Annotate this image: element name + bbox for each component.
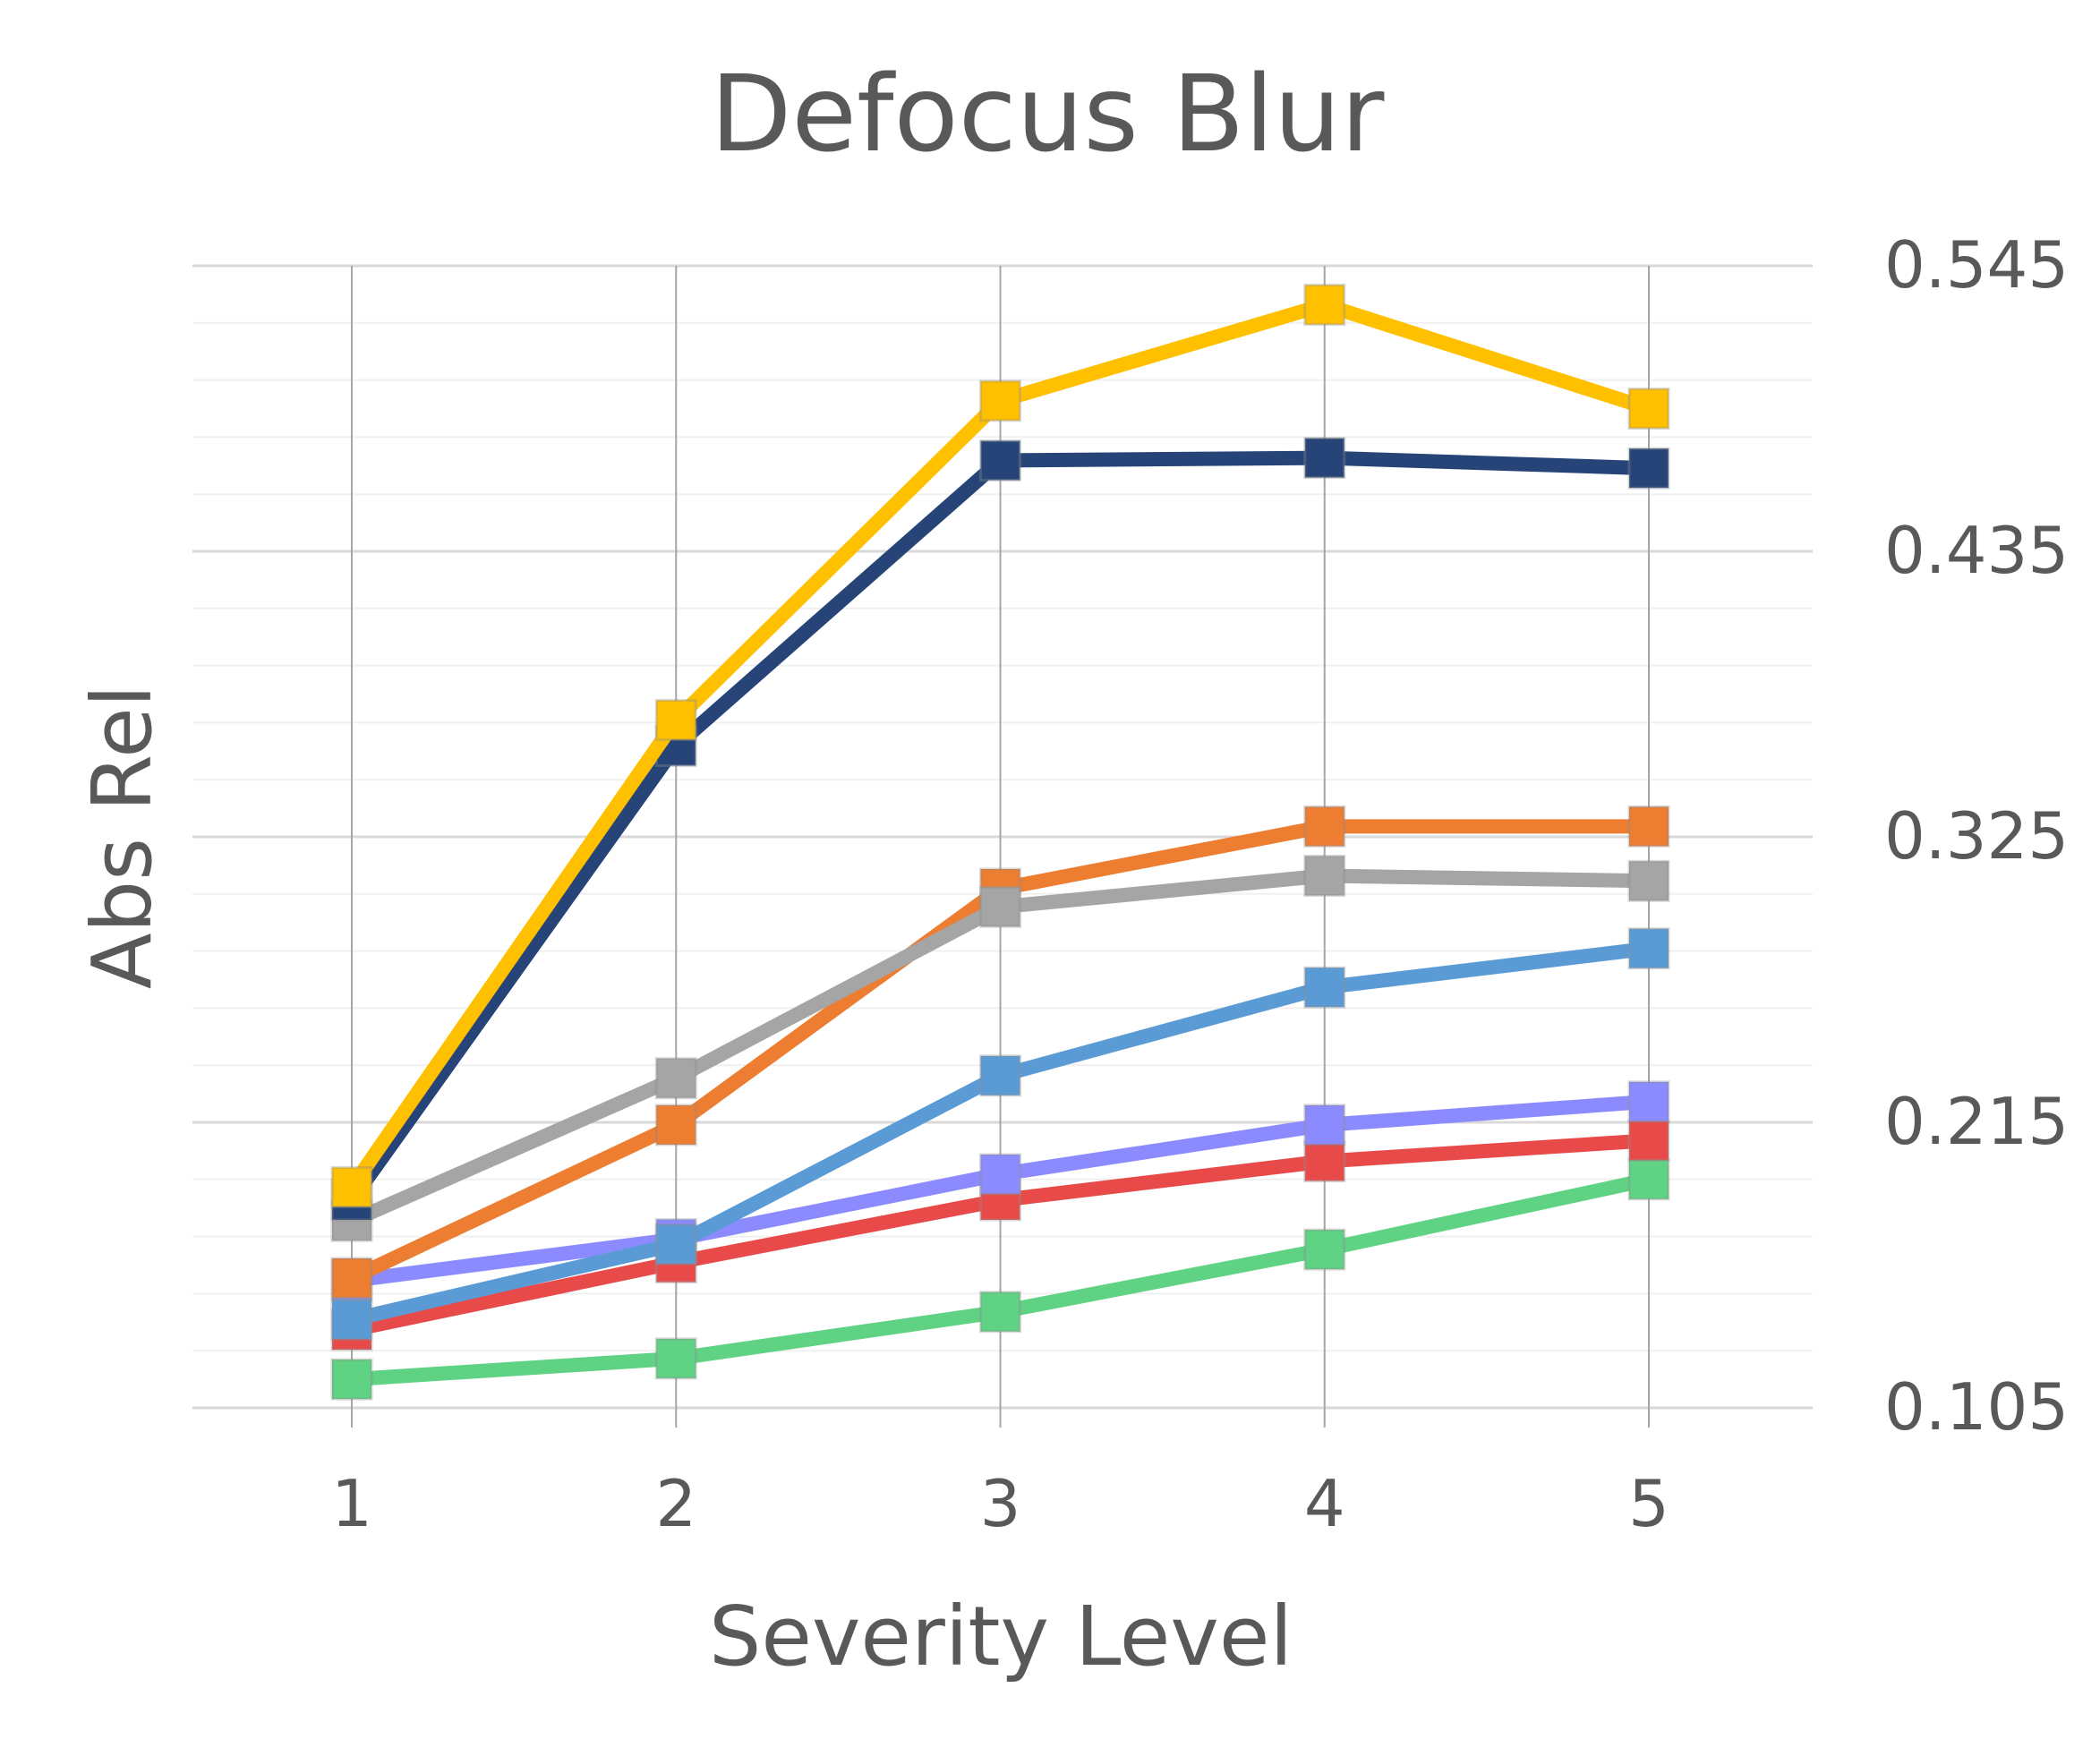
chart-title: Defocus Blur — [711, 52, 1385, 175]
x-tick-label: 4 — [1304, 1466, 1345, 1541]
data-point-marker — [979, 1054, 1021, 1097]
data-point-marker — [1303, 966, 1346, 1009]
y-tick-label: 0.325 — [1884, 798, 2069, 874]
data-point-marker — [654, 1104, 697, 1147]
data-point-marker — [1627, 388, 1670, 430]
data-point-marker — [330, 1257, 373, 1300]
x-tick-label: 2 — [655, 1466, 696, 1541]
data-point-marker — [1303, 1228, 1346, 1271]
data-point-marker — [979, 1153, 1021, 1196]
data-point-marker — [654, 1057, 697, 1100]
data-point-marker — [654, 1223, 697, 1266]
y-tick-label: 0.435 — [1884, 513, 2069, 588]
data-point-marker — [1627, 1158, 1670, 1201]
x-tick-label: 1 — [331, 1466, 372, 1541]
data-point-marker — [1627, 859, 1670, 902]
data-point-marker — [654, 1337, 697, 1380]
data-point-marker — [1303, 1104, 1346, 1147]
series-1 — [330, 1158, 1670, 1401]
data-point-marker — [654, 699, 697, 741]
data-point-marker — [979, 885, 1021, 928]
data-point-marker — [1627, 805, 1670, 848]
x-axis-ticks: 1 2 3 4 5 — [331, 1466, 1669, 1541]
gridlines — [192, 264, 1813, 1410]
data-point-marker — [1303, 284, 1346, 326]
y-axis-ticks: 0.105 0.215 0.325 0.435 0.545 — [1884, 227, 2069, 1445]
data-point-marker — [330, 1298, 373, 1341]
data-point-marker — [1627, 447, 1670, 490]
y-tick-label: 0.215 — [1884, 1084, 2069, 1159]
data-point-marker — [979, 1291, 1021, 1334]
series-4 — [330, 927, 1670, 1341]
data-point-marker — [330, 1166, 373, 1208]
x-axis-title: Severity Level — [709, 1589, 1293, 1684]
data-point-marker — [1303, 805, 1346, 848]
data-point-marker — [1303, 437, 1346, 480]
series-6 — [330, 855, 1670, 1242]
series-8 — [330, 284, 1670, 1208]
data-point-marker — [330, 1358, 373, 1401]
data-point-marker — [979, 379, 1021, 422]
series-lines — [330, 284, 1670, 1401]
x-tick-label: 5 — [1628, 1466, 1669, 1541]
y-tick-label: 0.105 — [1884, 1369, 2069, 1445]
data-point-marker — [1627, 1119, 1670, 1162]
data-point-marker — [1303, 855, 1346, 897]
data-point-marker — [1627, 927, 1670, 970]
y-axis-title: Abs Rel — [74, 685, 170, 989]
data-point-marker — [979, 439, 1021, 482]
x-tick-label: 3 — [980, 1466, 1021, 1541]
data-point-marker — [1627, 1080, 1670, 1123]
y-tick-label: 0.545 — [1884, 227, 2069, 303]
data-point-marker — [1303, 1140, 1346, 1182]
